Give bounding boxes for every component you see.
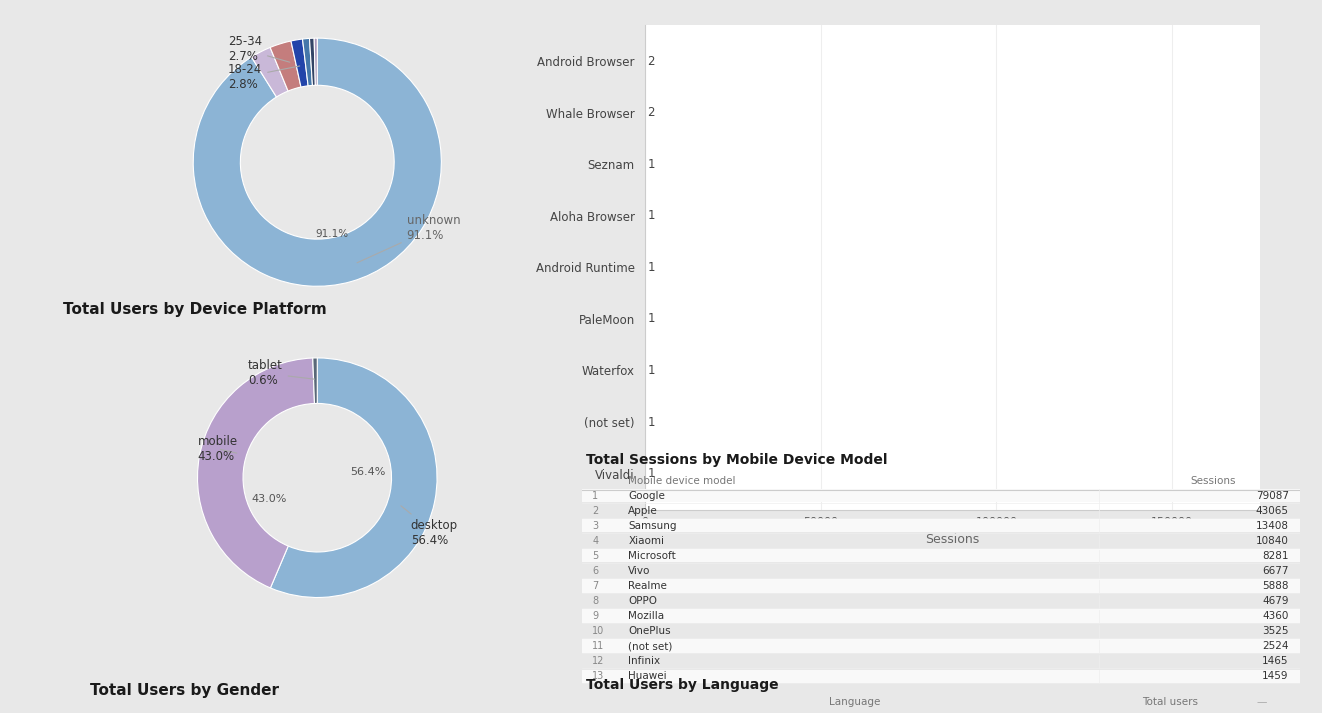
Text: 1465: 1465 bbox=[1263, 657, 1289, 667]
Text: 2: 2 bbox=[592, 506, 599, 516]
Text: 1: 1 bbox=[648, 364, 654, 377]
Text: 7: 7 bbox=[592, 581, 599, 591]
Text: 3525: 3525 bbox=[1263, 626, 1289, 637]
Text: mobile
43.0%: mobile 43.0% bbox=[197, 435, 238, 463]
Text: 4: 4 bbox=[592, 536, 599, 546]
Text: 1: 1 bbox=[648, 210, 654, 222]
Text: 1: 1 bbox=[648, 467, 654, 480]
Text: Total Users by Device Platform: Total Users by Device Platform bbox=[62, 302, 327, 317]
Text: Samsung: Samsung bbox=[628, 521, 677, 531]
Wedge shape bbox=[271, 358, 438, 597]
Bar bbox=[582, 610, 1300, 622]
Text: Mobile device model: Mobile device model bbox=[628, 476, 736, 486]
Wedge shape bbox=[270, 41, 301, 91]
Text: (not set): (not set) bbox=[628, 642, 673, 652]
Text: 1: 1 bbox=[648, 312, 654, 325]
Text: OPPO: OPPO bbox=[628, 596, 657, 606]
Text: 25-34
2.7%: 25-34 2.7% bbox=[227, 36, 290, 63]
Text: 1: 1 bbox=[648, 261, 654, 274]
Text: —: — bbox=[1256, 697, 1266, 707]
Text: 18-24
2.8%: 18-24 2.8% bbox=[227, 63, 300, 91]
Text: 1459: 1459 bbox=[1263, 672, 1289, 682]
Text: 91.1%: 91.1% bbox=[316, 229, 349, 239]
Wedge shape bbox=[197, 358, 315, 588]
Text: 1: 1 bbox=[648, 416, 654, 429]
Text: 43065: 43065 bbox=[1256, 506, 1289, 516]
Wedge shape bbox=[193, 38, 442, 286]
Text: 8281: 8281 bbox=[1263, 551, 1289, 561]
Text: Realme: Realme bbox=[628, 581, 668, 591]
Text: 56.4%: 56.4% bbox=[350, 467, 385, 477]
Text: Apple: Apple bbox=[628, 506, 658, 516]
Text: 8: 8 bbox=[592, 596, 599, 606]
Text: tablet
0.6%: tablet 0.6% bbox=[247, 359, 315, 387]
Text: 79087: 79087 bbox=[1256, 491, 1289, 501]
Wedge shape bbox=[309, 39, 316, 86]
Text: Infinix: Infinix bbox=[628, 657, 661, 667]
Text: Microsoft: Microsoft bbox=[628, 551, 676, 561]
Text: Sessions: Sessions bbox=[1191, 476, 1236, 486]
Bar bbox=[582, 640, 1300, 652]
Text: 13408: 13408 bbox=[1256, 521, 1289, 531]
Text: 2: 2 bbox=[648, 106, 654, 119]
Text: 6677: 6677 bbox=[1263, 566, 1289, 576]
Text: Huawei: Huawei bbox=[628, 672, 668, 682]
Text: unknown
91.1%: unknown 91.1% bbox=[357, 214, 460, 263]
Bar bbox=[582, 549, 1300, 563]
Text: 11: 11 bbox=[592, 642, 604, 652]
Text: Total users: Total users bbox=[1142, 697, 1198, 707]
Bar bbox=[582, 489, 1300, 503]
Text: 2524: 2524 bbox=[1263, 642, 1289, 652]
Bar bbox=[582, 519, 1300, 533]
Text: Vivo: Vivo bbox=[628, 566, 650, 576]
Wedge shape bbox=[251, 48, 288, 97]
Text: 3: 3 bbox=[592, 521, 599, 531]
Text: Total Users by Language: Total Users by Language bbox=[586, 677, 779, 692]
Wedge shape bbox=[303, 39, 312, 86]
Text: 1: 1 bbox=[592, 491, 599, 501]
X-axis label: Sessions: Sessions bbox=[925, 533, 980, 546]
Text: 9: 9 bbox=[592, 611, 599, 621]
Text: OnePlus: OnePlus bbox=[628, 626, 672, 637]
Text: 5: 5 bbox=[592, 551, 599, 561]
Text: Mozilla: Mozilla bbox=[628, 611, 665, 621]
Text: 13: 13 bbox=[592, 672, 604, 682]
Text: 4360: 4360 bbox=[1263, 611, 1289, 621]
Bar bbox=[582, 580, 1300, 593]
Text: 12: 12 bbox=[592, 657, 605, 667]
Wedge shape bbox=[315, 38, 317, 86]
Text: 5888: 5888 bbox=[1263, 581, 1289, 591]
Text: 6: 6 bbox=[592, 566, 599, 576]
Text: Google: Google bbox=[628, 491, 665, 501]
Text: 2: 2 bbox=[648, 55, 654, 68]
Text: 1: 1 bbox=[648, 158, 654, 171]
Wedge shape bbox=[291, 39, 308, 87]
Text: Total Users by Gender: Total Users by Gender bbox=[90, 683, 279, 698]
Text: 10840: 10840 bbox=[1256, 536, 1289, 546]
Text: desktop
56.4%: desktop 56.4% bbox=[401, 506, 457, 547]
Text: Total Sessions by Mobile Device Model: Total Sessions by Mobile Device Model bbox=[586, 453, 887, 467]
Text: Language: Language bbox=[829, 697, 880, 707]
Bar bbox=[582, 670, 1300, 683]
Text: Xiaomi: Xiaomi bbox=[628, 536, 665, 546]
Text: 43.0%: 43.0% bbox=[251, 494, 287, 504]
Text: 10: 10 bbox=[592, 626, 604, 637]
Text: 4679: 4679 bbox=[1263, 596, 1289, 606]
Wedge shape bbox=[313, 358, 317, 404]
